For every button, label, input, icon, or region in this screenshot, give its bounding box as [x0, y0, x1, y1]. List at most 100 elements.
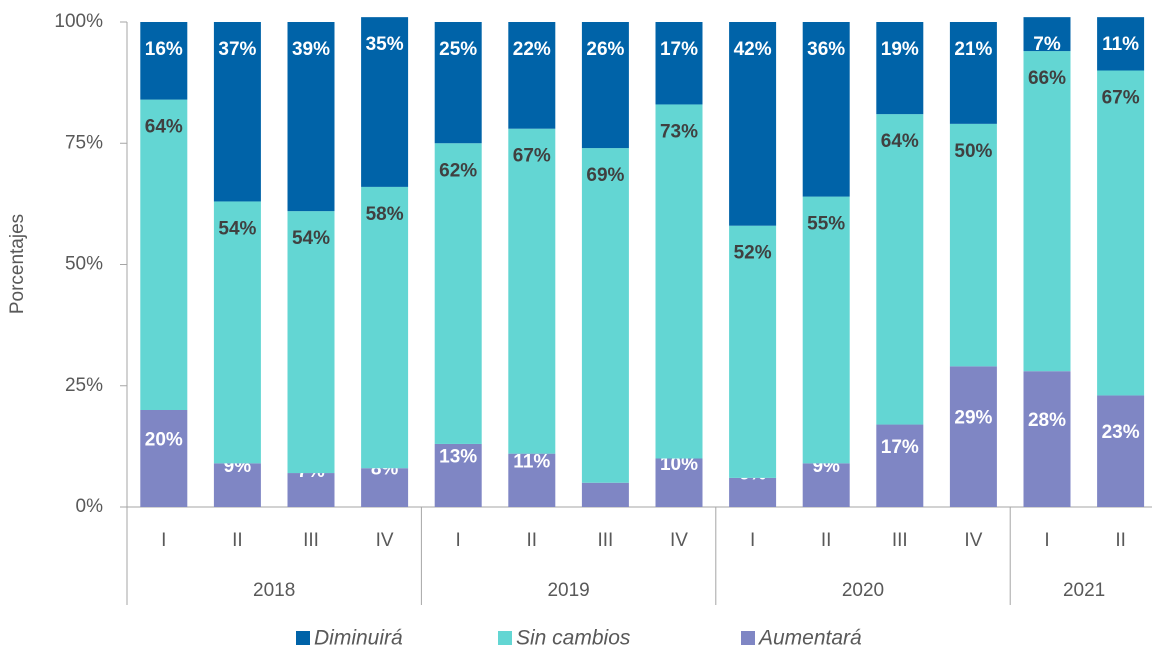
data-label: 28%: [1028, 410, 1066, 431]
x-tick-label: I: [1044, 530, 1049, 551]
x-tick-label: II: [232, 530, 243, 551]
bar-segment: [434, 443, 482, 507]
bar-segment: [1097, 17, 1145, 71]
x-tick-label: IV: [964, 530, 982, 551]
group-label: 2018: [253, 580, 295, 601]
data-label: 50%: [954, 141, 992, 162]
bar-segment: [729, 22, 777, 226]
bar-segment: [581, 482, 629, 507]
group-label: 2021: [1063, 580, 1105, 601]
legend-swatch: [296, 631, 310, 645]
bar-segment: [140, 410, 188, 507]
group-label: 2020: [842, 580, 884, 601]
bar-segment: [287, 473, 335, 507]
data-label: 67%: [1102, 88, 1140, 109]
bar-segment: [655, 104, 703, 459]
bar-segment: [1023, 17, 1071, 52]
bar-segment: [802, 196, 850, 464]
bar-segment: [581, 22, 629, 149]
bar-segment: [287, 22, 335, 212]
bar-segment: [1097, 70, 1145, 396]
bar-segment: [729, 225, 777, 478]
data-label: 35%: [366, 34, 404, 55]
bar-segment: [213, 22, 261, 202]
data-label: 55%: [807, 214, 845, 235]
bar-segment: [729, 477, 777, 507]
data-label: 67%: [513, 146, 551, 167]
data-label: 7%: [1033, 34, 1061, 55]
legend-label: Diminuirá: [314, 627, 403, 650]
bar-segment: [949, 22, 997, 124]
x-tick-label: III: [597, 530, 613, 551]
bar-segment: [140, 99, 188, 410]
x-tick-label: I: [750, 530, 755, 551]
y-tick-label: 50%: [65, 254, 103, 275]
data-label: 25%: [439, 39, 477, 60]
data-label: 19%: [881, 39, 919, 60]
data-label: 17%: [660, 39, 698, 60]
x-tick-label: II: [527, 530, 538, 551]
data-label: 39%: [292, 39, 330, 60]
data-label: 54%: [218, 218, 256, 239]
x-tick-label: IV: [376, 530, 394, 551]
data-label: 64%: [881, 131, 919, 152]
x-tick-label: II: [821, 530, 832, 551]
bar-segment: [655, 22, 703, 105]
data-label: 26%: [586, 39, 624, 60]
bar-segment: [876, 22, 924, 115]
data-label: 52%: [734, 243, 772, 264]
y-tick-label: 0%: [76, 496, 104, 517]
bar-segment: [434, 22, 482, 144]
data-label: 73%: [660, 121, 698, 142]
bar-segment: [949, 123, 997, 367]
bar-segment: [434, 143, 482, 444]
data-label: 20%: [145, 430, 183, 451]
data-label: 58%: [366, 204, 404, 225]
bar-segment: [876, 424, 924, 507]
x-tick-label: IV: [670, 530, 688, 551]
x-tick-label: II: [1115, 530, 1126, 551]
group-label: 2019: [547, 580, 589, 601]
data-label: 21%: [954, 39, 992, 60]
data-label: 36%: [807, 39, 845, 60]
bar-segment: [213, 463, 261, 507]
data-label: 42%: [734, 39, 772, 60]
y-axis-label: Porcentajes: [7, 214, 28, 314]
y-tick-label: 100%: [54, 11, 103, 32]
x-tick-label: III: [892, 530, 908, 551]
bar-segment: [361, 468, 409, 507]
legend-label: Aumentará: [757, 627, 862, 650]
data-label: 13%: [439, 446, 477, 467]
legend-swatch: [741, 631, 755, 645]
bar-segment: [1023, 371, 1071, 507]
bar-segment: [287, 211, 335, 474]
bar-segment: [876, 114, 924, 425]
data-label: 37%: [218, 39, 256, 60]
data-label: 54%: [292, 228, 330, 249]
y-tick-label: 75%: [65, 132, 103, 153]
bar-segment: [508, 22, 556, 129]
bar-segment: [802, 22, 850, 197]
data-label: 62%: [439, 160, 477, 181]
data-label: 16%: [145, 39, 183, 60]
data-label: 29%: [954, 408, 992, 429]
bar-segment: [581, 148, 629, 483]
bar-segment: [1097, 395, 1145, 507]
legend-label: Sin cambios: [516, 627, 631, 650]
bar-segment: [213, 201, 261, 464]
bar-segment: [508, 453, 556, 507]
bar-segment: [361, 17, 409, 187]
x-tick-label: III: [303, 530, 319, 551]
data-label: 22%: [513, 39, 551, 60]
bar-segment: [802, 463, 850, 507]
data-label: 11%: [1102, 34, 1139, 55]
y-tick-label: 25%: [65, 375, 103, 396]
bar-segment: [508, 128, 556, 454]
data-label: 10%: [660, 454, 698, 475]
bar-segment: [1023, 51, 1071, 372]
x-tick-label: I: [161, 530, 166, 551]
bar-segment: [140, 22, 188, 100]
bar-segment: [949, 366, 997, 507]
legend-swatch: [498, 631, 512, 645]
bar-segment: [655, 458, 703, 507]
